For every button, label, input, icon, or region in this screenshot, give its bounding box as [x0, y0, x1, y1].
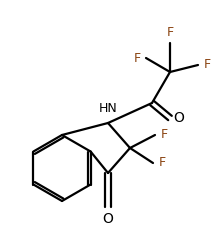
Text: F: F: [133, 52, 141, 64]
Text: F: F: [166, 26, 174, 40]
Text: O: O: [102, 212, 113, 226]
Text: F: F: [203, 59, 211, 71]
Text: HN: HN: [99, 103, 117, 115]
Text: F: F: [160, 129, 168, 141]
Text: F: F: [158, 156, 165, 170]
Text: O: O: [174, 111, 184, 125]
